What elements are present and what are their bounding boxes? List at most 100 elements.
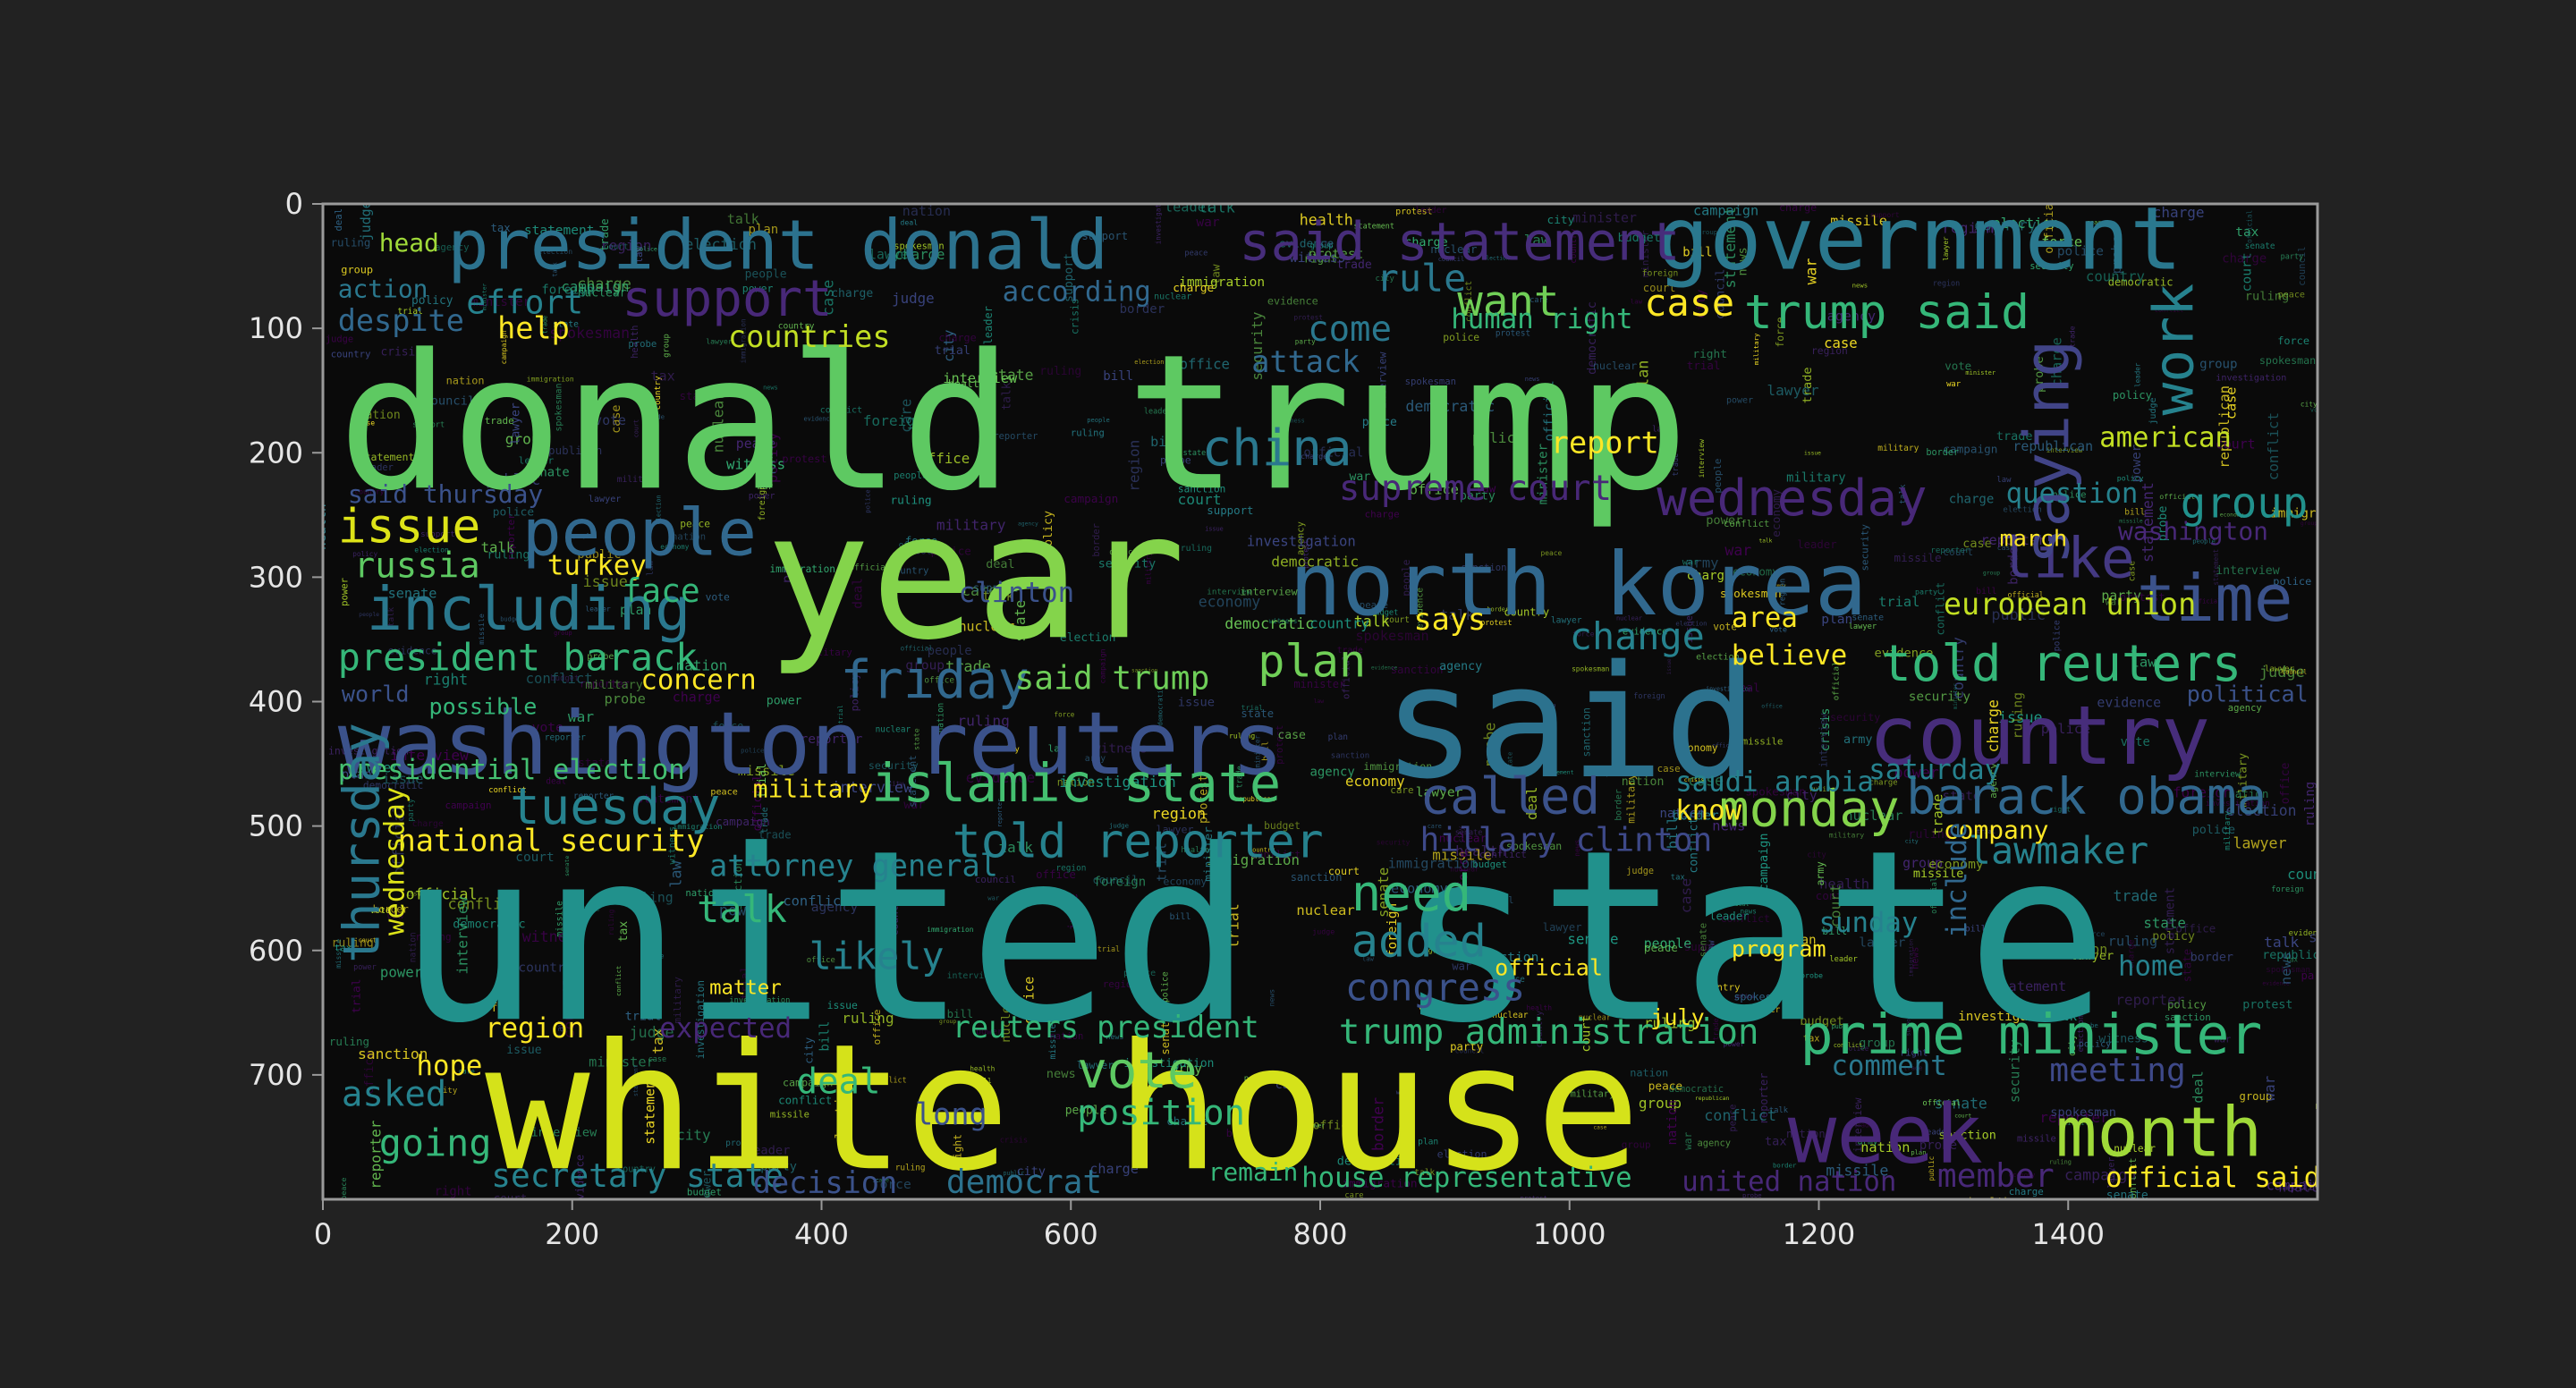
filler-word: nation: [1786, 1128, 1826, 1140]
filler-word: charge: [2009, 1186, 2044, 1198]
word-saying: saying: [2011, 340, 2083, 565]
word-come: come: [1308, 309, 1392, 350]
filler-word: protest: [1309, 247, 1364, 262]
word-barack-obama: barack obama: [1906, 768, 2267, 826]
filler-word: statement: [907, 755, 919, 808]
filler-word: agency: [811, 901, 859, 915]
filler-word: lawyer: [1157, 824, 1194, 836]
filler-word: bill: [1965, 924, 1987, 934]
filler-word: talk: [387, 606, 396, 626]
filler-word: country: [1504, 606, 1549, 619]
filler-word: probe: [2157, 506, 2170, 542]
filler-word: city: [801, 1037, 815, 1064]
filler-word: nuclear: [1844, 808, 1902, 824]
filler-word: interview: [1240, 586, 1298, 598]
y-tick-label: 600: [249, 934, 303, 968]
filler-word: missile: [2017, 1133, 2056, 1144]
filler-word: force: [2277, 334, 2309, 347]
filler-word: economy: [660, 543, 689, 551]
filler-word: group: [2240, 1090, 2273, 1103]
filler-word: missile: [555, 901, 565, 937]
filler-word: republican: [535, 444, 602, 457]
filler-word: economy: [1733, 565, 1778, 578]
filler-word: city: [941, 330, 957, 362]
filler-word: council: [1714, 269, 1727, 319]
filler-word: senate: [2245, 241, 2275, 251]
word-united-nation: united nation: [1682, 1166, 1896, 1198]
filler-word: bill: [1260, 741, 1270, 761]
filler-word: protest: [2120, 591, 2165, 604]
filler-word: trade: [760, 807, 770, 833]
filler-word: investigation: [1958, 1010, 2059, 1024]
filler-word: talk: [727, 211, 759, 227]
filler-word: bill: [947, 1008, 974, 1020]
plot-area: [323, 204, 2318, 1199]
filler-word: power: [339, 578, 350, 606]
filler-word: war: [1682, 558, 1699, 568]
word-friday: friday: [840, 649, 1029, 710]
filler-word: issue: [1205, 526, 1223, 533]
filler-word: group: [2199, 358, 2237, 372]
filler-word: senate: [2309, 928, 2360, 945]
filler-word: court: [359, 937, 377, 944]
filler-word: official: [2245, 210, 2253, 243]
word-world: world: [342, 681, 410, 707]
filler-word: senate: [1852, 613, 1884, 622]
filler-word: state: [1183, 449, 1207, 458]
filler-word: probe: [628, 339, 657, 350]
filler-word: council: [2282, 668, 2307, 675]
filler-word: security: [2029, 262, 2073, 272]
word-saturday: saturday: [1868, 755, 2001, 786]
filler-word: power: [1726, 396, 1753, 406]
filler-word: city: [2130, 644, 2138, 660]
filler-word: leader: [519, 454, 555, 466]
filler-word: region: [1811, 345, 1848, 357]
filler-word: probe: [2079, 1021, 2099, 1029]
filler-word: investigation: [729, 996, 790, 1005]
filler-word: official: [1832, 661, 1841, 700]
word-tuesday: tuesday: [510, 778, 720, 836]
filler-word: ruling: [2245, 290, 2289, 304]
filler-word: talk: [481, 539, 515, 556]
word-sunday: sunday: [1819, 908, 1919, 939]
filler-word: judge: [1626, 867, 1654, 876]
filler-word: judge: [1312, 927, 1335, 935]
filler-word: lawyer: [2070, 949, 2114, 963]
filler-word: talk: [1759, 538, 1773, 545]
filler-word: minister: [482, 283, 488, 310]
filler-word: leader: [1144, 408, 1172, 417]
filler-word: power: [767, 695, 802, 708]
filler-word: missile: [1048, 1023, 1058, 1059]
filler-word: charge: [673, 690, 721, 706]
filler-word: agency: [1439, 660, 1482, 673]
filler-word: office: [899, 541, 928, 550]
filler-word: missile: [335, 939, 343, 969]
filler-word: reporter: [1981, 532, 2046, 548]
filler-word: force: [1457, 850, 1471, 888]
filler-word: official: [2043, 196, 2056, 254]
filler-word: security: [1377, 839, 1411, 847]
filler-word: official: [2191, 598, 2222, 605]
filler-word: senate: [1376, 868, 1392, 918]
word-islamic-state: islamic state: [871, 753, 1281, 814]
filler-word: power: [380, 964, 422, 981]
filler-word: law: [634, 245, 645, 263]
filler-word: trade: [1930, 794, 1946, 835]
filler-word: lawyer: [1543, 921, 1582, 934]
word-human-right: human right: [1451, 304, 1632, 335]
filler-word: sanction: [1391, 664, 1444, 676]
filler-word: people: [894, 470, 928, 481]
filler-word: court: [1643, 282, 1676, 294]
filler-word: tax: [1803, 1034, 1820, 1045]
filler-word: witness: [1290, 250, 1346, 266]
filler-word: democratic: [1669, 1085, 1724, 1095]
filler-word: democratic: [363, 780, 423, 791]
filler-word: crisis: [1684, 777, 1705, 783]
filler-word: tax: [2235, 225, 2258, 240]
filler-word: spokesman: [1572, 664, 1609, 673]
filler-word: force: [1572, 630, 1594, 639]
filler-word: public: [577, 547, 621, 562]
word-change: change: [1570, 614, 1705, 658]
filler-word: country: [1974, 216, 2037, 233]
filler-word: minister: [1293, 678, 1345, 690]
